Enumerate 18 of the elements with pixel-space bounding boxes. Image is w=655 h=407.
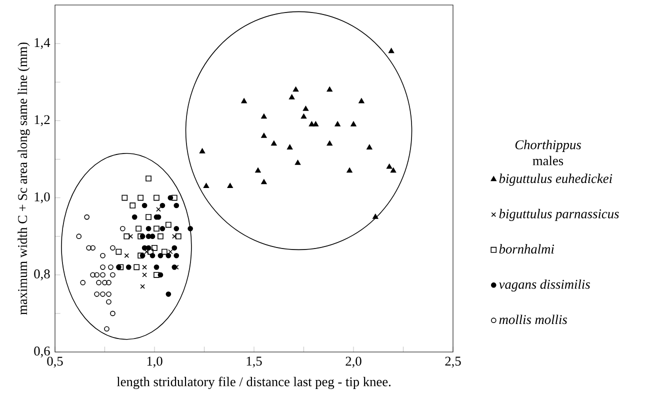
legend-title: Chorthippus males [515, 140, 581, 166]
y-tick-label: 1,2 [34, 115, 50, 126]
y-tick-label: 1,0 [34, 192, 50, 204]
x-tick-label: 2,5 [445, 356, 461, 368]
x-tick-label: 0,5 [47, 356, 63, 368]
legend-label: bornhalmi [499, 244, 554, 254]
legend-label: biguttulus euhedickei [499, 174, 612, 186]
y-axis-title: maximum width C + Sc area along same line (mm) [18, 42, 30, 315]
legend-label: mollis mollis [499, 314, 567, 324]
y-tick-label: 0,6 [34, 346, 50, 358]
legend-label: biguttulus parnassicus [499, 208, 619, 222]
y-tick-label: 0,8 [34, 269, 50, 280]
x-axis-title: length stridulatory file / distance last peg - tip knee. [116, 376, 391, 390]
x-tick-label: 1,0 [147, 356, 162, 368]
legend-label: vagans dissimilis [499, 279, 590, 292]
x-tick-label: 2,0 [346, 356, 362, 368]
x-tick-label: 1,5 [246, 356, 262, 368]
y-tick-label: 1,4 [34, 38, 50, 49]
